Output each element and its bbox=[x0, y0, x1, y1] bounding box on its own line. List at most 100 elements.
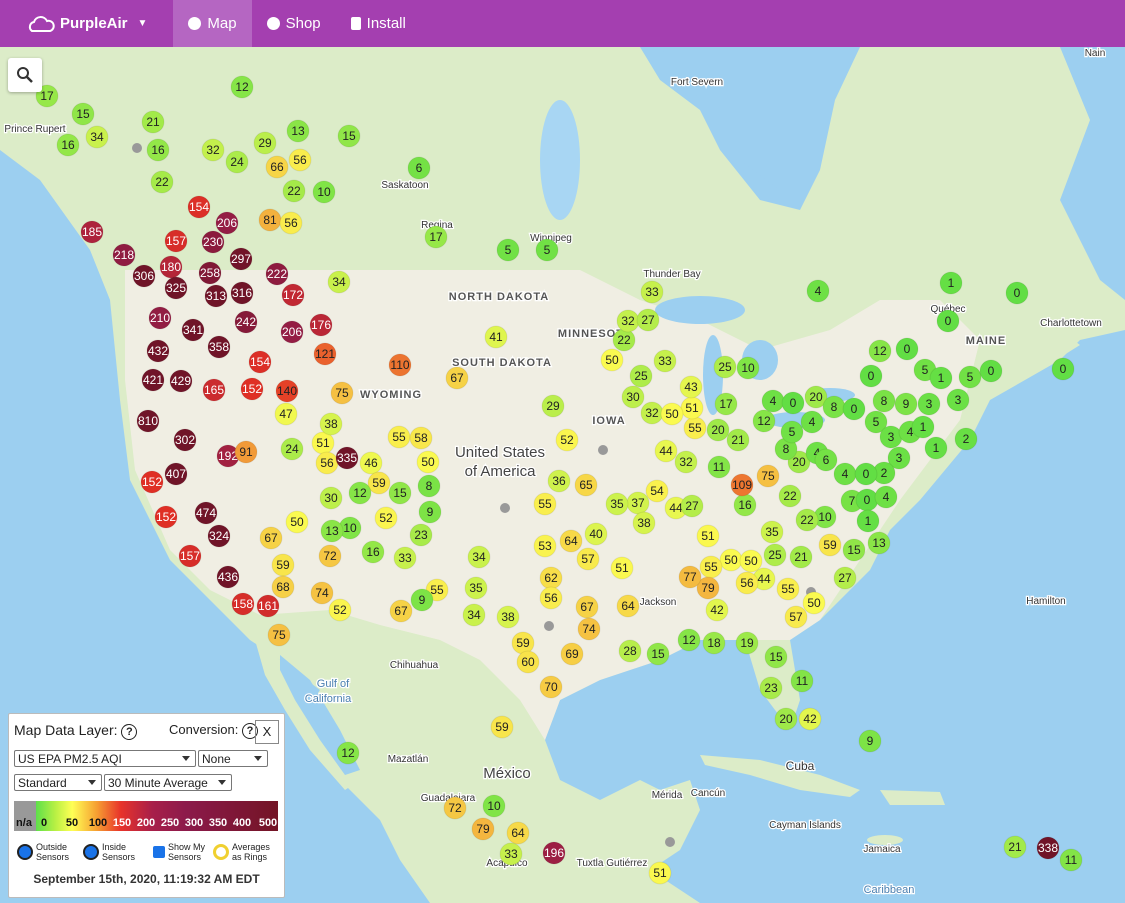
sensor[interactable]: 176 bbox=[309, 313, 333, 337]
sensor[interactable]: 52 bbox=[374, 506, 398, 530]
sensor[interactable]: 0 bbox=[895, 337, 919, 361]
sensor[interactable]: 429 bbox=[169, 369, 193, 393]
nav-item[interactable]: Map bbox=[173, 0, 252, 47]
sensor[interactable]: 38 bbox=[632, 511, 656, 535]
sensor[interactable]: 297 bbox=[229, 247, 253, 271]
sensor[interactable]: 64 bbox=[559, 529, 583, 553]
sensor[interactable]: 51 bbox=[610, 556, 634, 580]
sensor[interactable]: 44 bbox=[752, 567, 776, 591]
sensor[interactable]: 15 bbox=[764, 645, 788, 669]
sensor[interactable]: 43 bbox=[679, 375, 703, 399]
sensor[interactable]: 25 bbox=[763, 543, 787, 567]
checkbox[interactable]: Averages as Rings bbox=[213, 842, 280, 862]
sensor[interactable]: 11 bbox=[1059, 848, 1083, 872]
sensor[interactable]: 67 bbox=[389, 599, 413, 623]
sensor[interactable]: 161 bbox=[256, 594, 280, 618]
sensor[interactable]: 258 bbox=[198, 261, 222, 285]
sensor[interactable]: 302 bbox=[173, 428, 197, 452]
sensor[interactable]: 22 bbox=[795, 508, 819, 532]
sensor[interactable]: 12 bbox=[677, 628, 701, 652]
average-select[interactable]: 30 Minute Average bbox=[104, 774, 232, 791]
sensor[interactable]: 81 bbox=[258, 208, 282, 232]
sensor[interactable]: 30 bbox=[319, 486, 343, 510]
sensor[interactable]: 3 bbox=[887, 446, 911, 470]
sensor[interactable]: 192 bbox=[216, 444, 240, 468]
sensor[interactable]: 42 bbox=[705, 598, 729, 622]
sensor[interactable]: 1 bbox=[911, 415, 935, 439]
sensor[interactable]: 152 bbox=[140, 470, 164, 494]
sensor[interactable]: 46 bbox=[359, 451, 383, 475]
sensor[interactable]: 206 bbox=[280, 320, 304, 344]
sensor[interactable]: 34 bbox=[85, 125, 109, 149]
sensor[interactable]: 34 bbox=[467, 545, 491, 569]
sensor[interactable]: 8 bbox=[872, 389, 896, 413]
sensor[interactable]: 41 bbox=[484, 325, 508, 349]
sensor[interactable]: 5 bbox=[780, 420, 804, 444]
sensor[interactable]: 35 bbox=[605, 492, 629, 516]
sensor[interactable]: 56 bbox=[288, 148, 312, 172]
sensor[interactable]: 20 bbox=[706, 418, 730, 442]
sensor[interactable]: 69 bbox=[560, 642, 584, 666]
sensor[interactable]: 1 bbox=[924, 436, 948, 460]
sensor[interactable]: 15 bbox=[337, 124, 361, 148]
sensor[interactable]: 77 bbox=[678, 565, 702, 589]
sensor[interactable]: 19 bbox=[735, 631, 759, 655]
sensor[interactable]: 44 bbox=[664, 496, 688, 520]
sensor[interactable]: 306 bbox=[132, 264, 156, 288]
sensor[interactable]: 50 bbox=[660, 402, 684, 426]
sensor[interactable]: 51 bbox=[648, 861, 672, 885]
sensor[interactable]: 56 bbox=[315, 451, 339, 475]
sensor[interactable]: 47 bbox=[274, 402, 298, 426]
sensor[interactable]: 21 bbox=[141, 110, 165, 134]
sensor[interactable]: 53 bbox=[533, 534, 557, 558]
sensor[interactable]: 152 bbox=[154, 505, 178, 529]
sensor[interactable]: 59 bbox=[818, 533, 842, 557]
checkbox[interactable]: Show My Sensors bbox=[153, 842, 210, 862]
checkbox[interactable]: Inside Sensors bbox=[83, 842, 140, 862]
sensor[interactable]: 20 bbox=[804, 385, 828, 409]
sensor[interactable]: 21 bbox=[726, 428, 750, 452]
sensor[interactable]: 58 bbox=[409, 426, 433, 450]
sensor[interactable]: 62 bbox=[539, 566, 563, 590]
sensor[interactable]: 35 bbox=[464, 576, 488, 600]
sensor[interactable]: 72 bbox=[443, 796, 467, 820]
sensor[interactable]: 5 bbox=[496, 238, 520, 262]
sensor[interactable]: 206 bbox=[215, 211, 239, 235]
sensor[interactable]: 358 bbox=[207, 335, 231, 359]
sensor[interactable]: 325 bbox=[164, 276, 188, 300]
sensor[interactable]: 20 bbox=[774, 707, 798, 731]
sensor[interactable]: 29 bbox=[253, 131, 277, 155]
sensor[interactable]: 12 bbox=[336, 741, 360, 765]
sensor[interactable]: 157 bbox=[178, 544, 202, 568]
sensor[interactable]: 79 bbox=[696, 576, 720, 600]
checkbox[interactable]: Outside Sensors bbox=[17, 842, 74, 862]
sensor[interactable]: 810 bbox=[136, 409, 160, 433]
sensor[interactable]: 18 bbox=[702, 631, 726, 655]
sensor[interactable]: 27 bbox=[636, 308, 660, 332]
sensor[interactable]: 64 bbox=[506, 821, 530, 845]
mode-select[interactable]: Standard bbox=[14, 774, 102, 791]
sensor[interactable]: 12 bbox=[752, 409, 776, 433]
sensor[interactable]: 0 bbox=[855, 488, 879, 512]
sensor[interactable]: 4 bbox=[800, 410, 824, 434]
sensor[interactable]: 9 bbox=[418, 500, 442, 524]
sensor[interactable]: 32 bbox=[640, 401, 664, 425]
sensor[interactable]: 54 bbox=[645, 479, 669, 503]
sensor[interactable]: 0 bbox=[1005, 281, 1029, 305]
sensor[interactable]: 59 bbox=[271, 553, 295, 577]
sensor[interactable]: 5 bbox=[535, 238, 559, 262]
conversion-select[interactable]: None bbox=[198, 750, 268, 767]
sensor[interactable]: 12 bbox=[348, 481, 372, 505]
sensor[interactable]: 9 bbox=[410, 588, 434, 612]
sensor[interactable]: 36 bbox=[547, 469, 571, 493]
sensor[interactable]: 50 bbox=[719, 548, 743, 572]
sensor[interactable]: 3 bbox=[879, 425, 903, 449]
sensor[interactable]: 24 bbox=[225, 150, 249, 174]
sensor[interactable]: 50 bbox=[802, 591, 826, 615]
sensor[interactable]: 0 bbox=[979, 359, 1003, 383]
sensor[interactable]: 0 bbox=[781, 391, 805, 415]
sensor[interactable]: 16 bbox=[56, 133, 80, 157]
nav-item[interactable]: Shop bbox=[252, 0, 336, 47]
sensor[interactable]: 67 bbox=[445, 366, 469, 390]
sensor[interactable]: 50 bbox=[739, 549, 763, 573]
